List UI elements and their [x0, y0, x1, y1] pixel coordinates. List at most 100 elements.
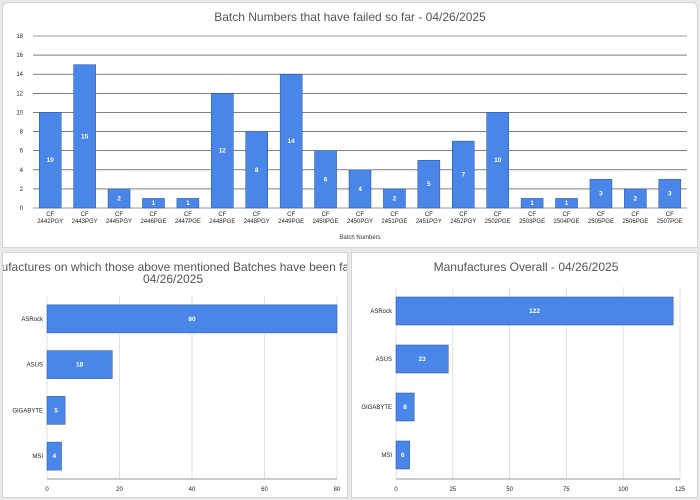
- x-tick-label: 2450PGY: [347, 219, 373, 225]
- data-label: 8: [255, 167, 259, 174]
- manufacturer-overall-chart: Manufactures Overall - 04/26/2025 0 25 50 75…: [361, 260, 686, 493]
- data-label: 10: [47, 157, 55, 164]
- y-tick-label: ASUS: [376, 357, 392, 363]
- x-tick-label: 100: [618, 487, 629, 493]
- x-tick-label: 2449PGE: [278, 219, 304, 225]
- x-tick-label: CF: [459, 212, 467, 218]
- y-tick-label: ASRock: [370, 309, 393, 315]
- data-label: 12: [219, 148, 227, 155]
- x-tick-label: CF: [494, 212, 502, 218]
- data-label: 4: [52, 453, 56, 460]
- data-label: 2: [634, 195, 638, 202]
- x-tick-label: CF: [631, 212, 639, 218]
- data-label: 80: [188, 316, 196, 323]
- data-label: 3: [668, 191, 672, 198]
- x-tick-label: 2448PGE: [209, 219, 235, 225]
- bar: [395, 296, 674, 326]
- data-label: 1: [565, 200, 569, 207]
- y-tick-label: 18: [16, 34, 23, 40]
- x-tick-label: 2505PGE: [588, 219, 614, 225]
- x-tick-label: CF: [528, 212, 536, 218]
- bar: [73, 64, 96, 209]
- y-tick-label: 2: [20, 187, 24, 193]
- x-tick-label: 2507PGE: [657, 219, 683, 225]
- x-tick-label: 2442PGY: [37, 219, 63, 225]
- y-tick-label: 4: [20, 168, 24, 174]
- bar: [348, 169, 372, 209]
- y-tick-label: 14: [16, 72, 23, 78]
- data-label: 3: [599, 191, 603, 198]
- y-tick-label: 12: [16, 91, 23, 97]
- bar: [46, 441, 62, 471]
- x-tick-label: CF: [46, 212, 54, 218]
- x-tick-label: CF: [81, 212, 89, 218]
- batch-chart-panel: Batch Numbers that have failed so far - …: [2, 2, 698, 248]
- data-label: 8: [403, 404, 407, 411]
- bar: [46, 304, 338, 334]
- x-tick-label: 40: [189, 487, 196, 493]
- bar: [38, 112, 62, 209]
- bar: [279, 73, 303, 209]
- bar: [486, 112, 509, 209]
- x-tick-label: 2506PGE: [622, 219, 648, 225]
- data-label: 1: [152, 200, 156, 207]
- x-tick-label: 0: [45, 487, 49, 493]
- data-label: 14: [288, 138, 296, 145]
- bar: [589, 179, 613, 209]
- manufacturer-failed-chart-panel: Manufactures on which those above mentio…: [2, 252, 348, 498]
- bar: [383, 188, 406, 209]
- chart-title: 04/26/2025: [143, 272, 203, 286]
- manufacturer-failed-chart: Manufactures on which those above mentio…: [3, 260, 347, 493]
- x-tick-label: 2443PGY: [72, 219, 98, 225]
- x-tick-label: 2447PGE: [175, 219, 201, 225]
- y-tick-label: GIGABYTE: [12, 408, 43, 414]
- x-tick-label: 2452PGY: [450, 219, 476, 225]
- x-tick-label: 25: [449, 487, 456, 493]
- x-tick-label: CF: [356, 212, 364, 218]
- chart-title: Manufactures on which those above mentio…: [3, 260, 347, 274]
- data-label: 6: [401, 452, 405, 459]
- bar: [107, 188, 131, 209]
- x-tick-label: CF: [287, 212, 295, 218]
- x-tick-label: 60: [261, 487, 268, 493]
- x-tick-label: 2450PGE: [313, 219, 339, 225]
- y-tick-label: 8: [20, 130, 24, 136]
- x-tick-label: CF: [149, 212, 157, 218]
- y-tick-label: MSI: [32, 454, 43, 460]
- data-label: 1: [530, 200, 534, 207]
- batch-chart: Batch Numbers that have failed so far - …: [16, 10, 687, 241]
- x-tick-label: CF: [184, 212, 192, 218]
- data-label: 15: [81, 133, 89, 140]
- bar: [452, 140, 475, 209]
- data-label: 1: [186, 200, 190, 207]
- x-tick-label: 2451PGE: [381, 219, 407, 225]
- data-label: 5: [54, 407, 58, 414]
- x-tick-label: 75: [563, 487, 570, 493]
- x-tick-label: 0: [394, 487, 398, 493]
- bar: [46, 396, 66, 425]
- x-tick-label: CF: [115, 212, 123, 218]
- data-label: 23: [419, 356, 427, 363]
- x-tick-label: 2502PGE: [485, 219, 511, 225]
- bar: [176, 198, 200, 209]
- x-tick-label: CF: [563, 212, 571, 218]
- data-label: 18: [76, 362, 84, 369]
- y-tick-label: 16: [16, 53, 23, 59]
- x-tick-label: 2504PGE: [554, 219, 580, 225]
- x-tick-label: CF: [597, 212, 605, 218]
- x-tick-label: 2451PGY: [416, 219, 442, 225]
- bar: [624, 188, 647, 209]
- bar: [211, 93, 234, 209]
- x-tick-label: CF: [218, 212, 226, 218]
- bar: [142, 198, 165, 209]
- x-tick-label: CF: [425, 212, 433, 218]
- bar: [245, 131, 268, 209]
- y-tick-label: 6: [20, 149, 24, 155]
- bar: [555, 198, 578, 209]
- x-tick-label: 2445PGY: [106, 219, 132, 225]
- x-tick-label: CF: [390, 212, 398, 218]
- x-tick-label: 125: [675, 487, 686, 493]
- data-label: 2: [117, 195, 121, 202]
- x-tick-label: 20: [116, 487, 123, 493]
- bar: [658, 179, 682, 209]
